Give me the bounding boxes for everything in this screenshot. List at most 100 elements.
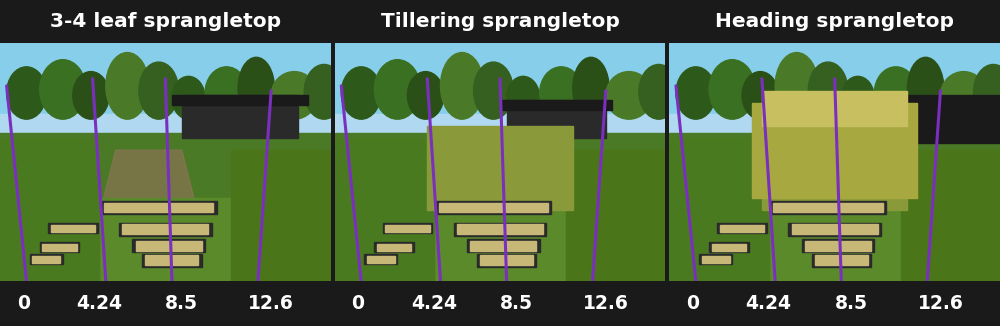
Bar bbox=[566, 150, 665, 281]
Ellipse shape bbox=[507, 76, 540, 119]
Ellipse shape bbox=[7, 67, 46, 119]
Bar bbox=[467, 239, 540, 252]
Bar bbox=[0, 198, 331, 281]
Ellipse shape bbox=[775, 52, 818, 119]
Bar bbox=[132, 239, 205, 252]
Ellipse shape bbox=[139, 62, 179, 119]
Ellipse shape bbox=[374, 60, 421, 119]
Polygon shape bbox=[417, 150, 550, 281]
Text: Heading sprangletop: Heading sprangletop bbox=[715, 12, 954, 31]
Bar bbox=[477, 254, 536, 267]
Polygon shape bbox=[83, 150, 215, 281]
Bar bbox=[669, 198, 1000, 281]
Bar bbox=[436, 201, 551, 215]
Bar bbox=[0, 43, 331, 150]
Ellipse shape bbox=[238, 57, 274, 119]
Bar bbox=[0, 138, 99, 281]
Ellipse shape bbox=[106, 52, 149, 119]
Bar bbox=[367, 256, 395, 263]
Bar bbox=[377, 244, 411, 251]
Text: 12.6: 12.6 bbox=[918, 294, 963, 313]
Bar bbox=[231, 150, 331, 281]
Bar bbox=[480, 255, 533, 265]
Text: 12.6: 12.6 bbox=[248, 294, 294, 313]
Text: 4.24: 4.24 bbox=[746, 294, 792, 313]
Bar bbox=[669, 138, 769, 281]
Bar bbox=[762, 91, 907, 126]
Bar bbox=[709, 242, 749, 252]
Bar bbox=[507, 100, 606, 138]
Bar bbox=[182, 96, 298, 138]
Bar bbox=[335, 43, 665, 150]
Bar bbox=[119, 223, 212, 236]
Ellipse shape bbox=[73, 72, 109, 119]
Ellipse shape bbox=[874, 67, 917, 119]
Bar bbox=[702, 256, 730, 263]
Text: 3-4 leaf sprangletop: 3-4 leaf sprangletop bbox=[50, 12, 281, 31]
Text: 4.24: 4.24 bbox=[76, 294, 122, 313]
Bar bbox=[802, 239, 874, 252]
Bar bbox=[752, 102, 917, 198]
Text: 8.5: 8.5 bbox=[165, 294, 198, 313]
Bar bbox=[669, 43, 1000, 150]
Polygon shape bbox=[172, 96, 308, 105]
Ellipse shape bbox=[940, 72, 987, 119]
Bar bbox=[30, 254, 63, 264]
Bar bbox=[792, 224, 878, 234]
Ellipse shape bbox=[709, 60, 755, 119]
Bar bbox=[720, 225, 764, 232]
Bar bbox=[457, 224, 543, 234]
Bar bbox=[0, 133, 331, 281]
Bar bbox=[101, 201, 217, 215]
Bar bbox=[385, 225, 430, 232]
Polygon shape bbox=[752, 150, 884, 281]
Ellipse shape bbox=[606, 72, 652, 119]
Bar bbox=[374, 242, 414, 252]
Bar bbox=[439, 203, 548, 213]
Text: 8.5: 8.5 bbox=[835, 294, 868, 313]
Bar bbox=[812, 254, 871, 267]
Bar bbox=[699, 254, 732, 264]
Ellipse shape bbox=[205, 67, 248, 119]
Bar bbox=[335, 138, 434, 281]
Ellipse shape bbox=[407, 72, 444, 119]
Bar bbox=[335, 198, 665, 281]
Bar bbox=[805, 241, 871, 251]
Bar bbox=[335, 114, 665, 150]
Bar bbox=[51, 225, 95, 232]
Bar bbox=[712, 244, 746, 251]
Ellipse shape bbox=[808, 62, 848, 119]
Bar bbox=[773, 203, 883, 213]
Ellipse shape bbox=[341, 67, 381, 119]
Bar bbox=[717, 223, 767, 233]
Ellipse shape bbox=[172, 76, 205, 119]
Bar bbox=[145, 255, 198, 265]
Ellipse shape bbox=[271, 72, 317, 119]
Bar bbox=[335, 133, 665, 281]
Text: 0: 0 bbox=[17, 294, 30, 313]
Bar bbox=[770, 201, 886, 215]
Bar bbox=[0, 114, 331, 150]
Ellipse shape bbox=[540, 67, 583, 119]
Ellipse shape bbox=[440, 52, 483, 119]
Bar bbox=[40, 242, 79, 252]
Ellipse shape bbox=[40, 60, 86, 119]
Text: 0: 0 bbox=[686, 294, 699, 313]
Ellipse shape bbox=[639, 65, 679, 119]
Bar bbox=[32, 256, 60, 263]
Ellipse shape bbox=[907, 57, 944, 119]
Ellipse shape bbox=[841, 76, 874, 119]
Bar bbox=[364, 254, 397, 264]
Text: 8.5: 8.5 bbox=[500, 294, 533, 313]
Bar bbox=[762, 126, 907, 210]
Bar bbox=[669, 133, 1000, 281]
Bar bbox=[470, 241, 536, 251]
Bar bbox=[427, 126, 573, 210]
Bar bbox=[454, 223, 546, 236]
Ellipse shape bbox=[474, 62, 513, 119]
Ellipse shape bbox=[573, 57, 609, 119]
Bar bbox=[42, 244, 77, 251]
Bar bbox=[669, 114, 1000, 150]
Ellipse shape bbox=[304, 65, 344, 119]
Bar bbox=[815, 255, 868, 265]
